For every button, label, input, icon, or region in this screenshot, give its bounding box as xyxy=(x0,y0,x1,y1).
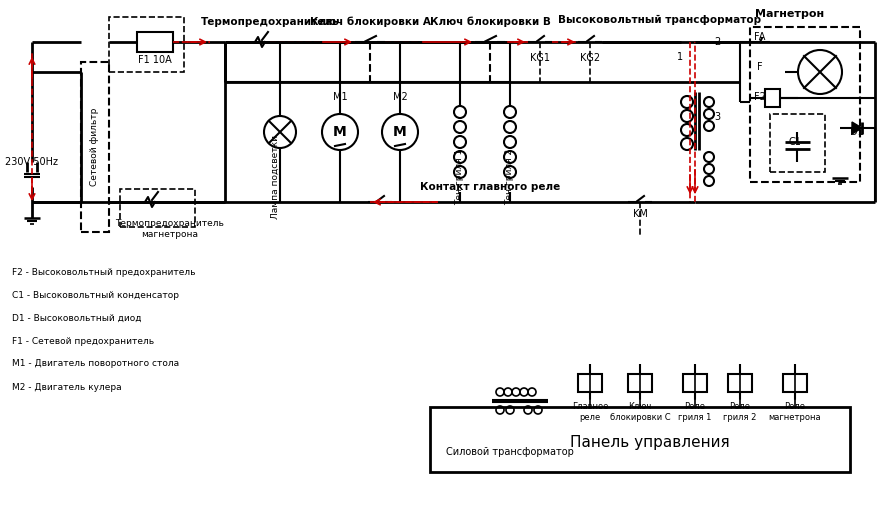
Bar xyxy=(430,407,849,472)
Text: C1 - Высоковольтный конденсатор: C1 - Высоковольтный конденсатор xyxy=(12,290,179,300)
Bar xyxy=(727,374,751,392)
Bar xyxy=(627,374,651,392)
Text: Ключ блокировки А: Ключ блокировки А xyxy=(309,16,430,27)
Bar xyxy=(81,62,109,232)
Text: Контакт главного реле: Контакт главного реле xyxy=(419,182,559,192)
Text: KG1: KG1 xyxy=(530,53,549,63)
Text: Тен гриля 1: Тен гриля 1 xyxy=(455,149,464,205)
Text: KG2: KG2 xyxy=(579,53,600,63)
Polygon shape xyxy=(851,122,861,134)
Bar xyxy=(750,27,859,182)
Text: F1 10A: F1 10A xyxy=(138,55,172,65)
Text: D1 - Высоковольтный диод: D1 - Высоковольтный диод xyxy=(12,313,142,322)
Text: Силовой трансформатор: Силовой трансформатор xyxy=(446,447,573,457)
Text: Высоковольтный трансформатор: Высоковольтный трансформатор xyxy=(558,15,761,25)
Text: F: F xyxy=(757,62,762,72)
Text: D1: D1 xyxy=(849,127,863,137)
Bar xyxy=(782,374,806,392)
Text: KM: KM xyxy=(632,209,647,219)
Text: Термопредохранитель: Термопредохранитель xyxy=(200,17,339,27)
Text: Реле
гриля 2: Реле гриля 2 xyxy=(722,402,756,422)
Text: M1: M1 xyxy=(332,92,347,102)
Text: M1 - Двигатель поворотного стола: M1 - Двигатель поворотного стола xyxy=(12,360,179,369)
Bar xyxy=(764,89,779,107)
Bar xyxy=(109,17,183,72)
Bar xyxy=(120,189,195,227)
Text: F2 - Высоковольтный предохранитель: F2 - Высоковольтный предохранитель xyxy=(12,268,195,277)
Text: F1 - Сетевой предохранитель: F1 - Сетевой предохранитель xyxy=(12,337,154,345)
Text: Главное
реле: Главное реле xyxy=(571,402,608,422)
Text: 2: 2 xyxy=(713,37,719,47)
Text: Термопредохранитель
магнетрона: Термопредохранитель магнетрона xyxy=(115,219,224,239)
Text: Панель управления: Панель управления xyxy=(570,435,729,450)
Text: Лампа подсветки: Лампа подсветки xyxy=(270,135,279,219)
Text: 1: 1 xyxy=(676,52,682,62)
Text: Магнетрон: Магнетрон xyxy=(755,9,824,19)
Text: Ключ блокировки В: Ключ блокировки В xyxy=(429,16,550,27)
Text: M: M xyxy=(333,125,346,139)
Text: Ключ
блокировки С: Ключ блокировки С xyxy=(609,402,670,422)
Bar xyxy=(136,32,173,52)
Text: C1: C1 xyxy=(788,137,801,147)
Text: 230V 50Hz: 230V 50Hz xyxy=(5,157,58,167)
Text: M: M xyxy=(392,125,407,139)
Bar xyxy=(682,374,706,392)
Text: M2: M2 xyxy=(392,92,407,102)
Text: Реле
гриля 1: Реле гриля 1 xyxy=(678,402,711,422)
Text: FA: FA xyxy=(753,32,765,42)
Text: Сетевой фильтр: Сетевой фильтр xyxy=(90,108,99,186)
Text: M2 - Двигатель кулера: M2 - Двигатель кулера xyxy=(12,383,121,392)
Text: F2: F2 xyxy=(753,92,766,102)
Text: 3: 3 xyxy=(713,112,719,122)
Bar xyxy=(578,374,602,392)
Bar xyxy=(769,114,824,172)
Text: Тен гриля 2: Тен гриля 2 xyxy=(505,149,514,205)
Text: Реле
магнетрона: Реле магнетрона xyxy=(768,402,820,422)
